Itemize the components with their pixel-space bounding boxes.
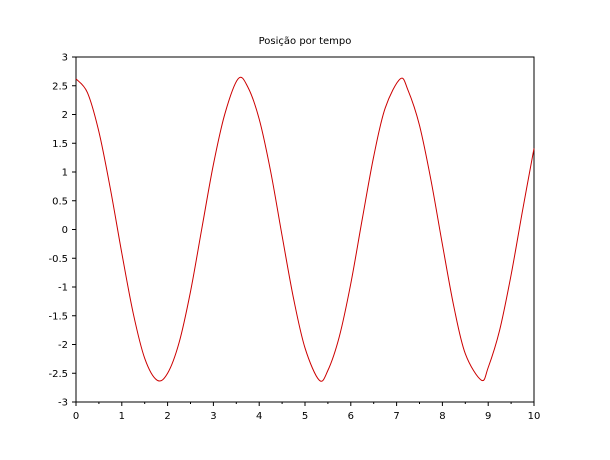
x-tick-label-10: 10 [528,411,541,422]
x-tick-label-9: 9 [485,411,491,422]
y-tick-label--0.5: -0.5 [48,254,68,265]
x-tick-label-6: 6 [348,411,354,422]
y-tick-label-0: 0 [62,225,68,236]
y-tick-label--2: -2 [58,340,68,351]
y-tick-label--2.5: -2.5 [48,369,68,380]
y-tick-label-3: 3 [62,53,68,64]
series-line-position [75,76,535,382]
x-tick-label-7: 7 [393,411,399,422]
y-tick-label--1.5: -1.5 [48,311,68,322]
chart-title: Posição por tempo [259,36,352,47]
x-tick-label-4: 4 [256,411,262,422]
x-axis: 0 1 2 3 4 5 6 7 8 9 10 [73,402,541,422]
x-tick-label-8: 8 [439,411,445,422]
y-axis: 3 2.5 2 1.5 1 0.5 0 -0.5 -1 -1.5 -2 -2.5 -3 [48,53,76,409]
axes-frame [75,56,535,403]
x-tick-label-3: 3 [210,411,216,422]
x-tick-label-0: 0 [73,411,79,422]
y-tick-label-0.5: 0.5 [52,196,68,207]
y-tick-label-2.5: 2.5 [52,81,68,92]
x-tick-label-1: 1 [119,411,125,422]
x-tick-label-2: 2 [164,411,170,422]
plot-area: 0 1 2 3 4 5 6 7 8 9 10 3 2.5 2 1.5 1 0.5 0 -0.5 -1 -1.5 -2 -2… [48,53,540,423]
y-tick-label--1: -1 [58,283,68,294]
y-tick-label-1: 1 [62,168,68,179]
y-tick-label--3: -3 [58,398,68,409]
y-tick-label-2: 2 [62,110,68,121]
x-tick-label-5: 5 [302,411,308,422]
y-tick-label-1.5: 1.5 [52,139,68,150]
x-minor-ticks [98,402,512,404]
